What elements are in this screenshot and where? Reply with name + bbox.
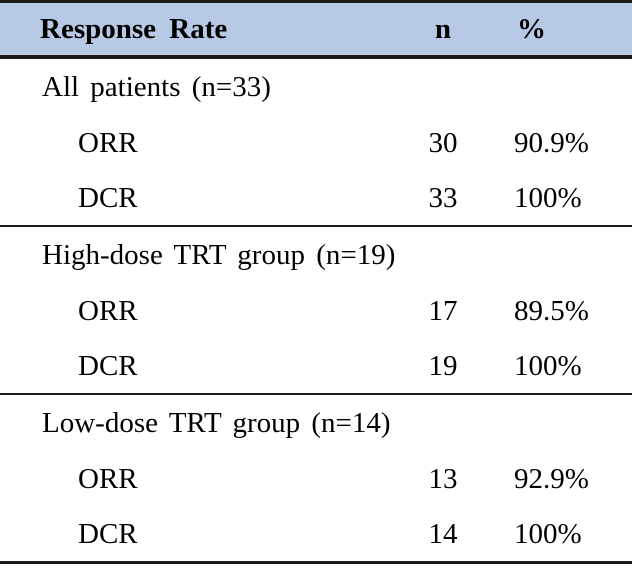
table-row-dcr: DCR 33 100% [0,171,632,225]
table-row-orr: ORR 13 92.9% [0,451,632,507]
metric-label: DCR [78,517,138,550]
response-rate-table: Response Rate n % All patients (n=33) OR… [0,0,632,564]
metric-label: ORR [78,126,138,159]
table-row-dcr: DCR 19 100% [0,339,632,393]
section-high-dose-trt: High-dose TRT group (n=19) ORR 17 89.5% … [0,227,632,395]
table-row-orr: ORR 17 89.5% [0,283,632,339]
section-low-dose-trt: Low-dose TRT group (n=14) ORR 13 92.9% D… [0,395,632,561]
n-value: 13 [428,462,458,495]
section-all-patients: All patients (n=33) ORR 30 90.9% DCR 33 … [0,59,632,227]
percent-value: 100% [514,349,582,382]
n-value: 19 [428,349,458,382]
metric-label: DCR [78,181,138,214]
percent-value: 92.9% [514,462,589,495]
n-value: 30 [428,126,458,159]
percent-value: 100% [514,181,582,214]
column-header-n: n [434,12,452,45]
percent-value: 100% [514,517,582,550]
metric-label: ORR [78,294,138,327]
column-header-percent: % [517,12,546,45]
table-row-dcr: DCR 14 100% [0,507,632,561]
n-value: 17 [428,294,458,327]
column-header-response-rate: Response Rate [40,12,228,45]
metric-label: DCR [78,349,138,382]
percent-value: 89.5% [514,294,589,327]
n-value: 33 [428,181,458,214]
group-header-row: High-dose TRT group (n=19) [0,227,632,283]
group-label: All patients (n=33) [42,70,271,103]
n-value: 14 [428,517,458,550]
group-label: High-dose TRT group (n=19) [42,238,396,271]
metric-label: ORR [78,462,138,495]
percent-value: 90.9% [514,126,589,159]
table-header-row: Response Rate n % [0,3,632,59]
group-header-row: All patients (n=33) [0,59,632,115]
group-header-row: Low-dose TRT group (n=14) [0,395,632,451]
table-row-orr: ORR 30 90.9% [0,115,632,171]
group-label: Low-dose TRT group (n=14) [42,406,391,439]
